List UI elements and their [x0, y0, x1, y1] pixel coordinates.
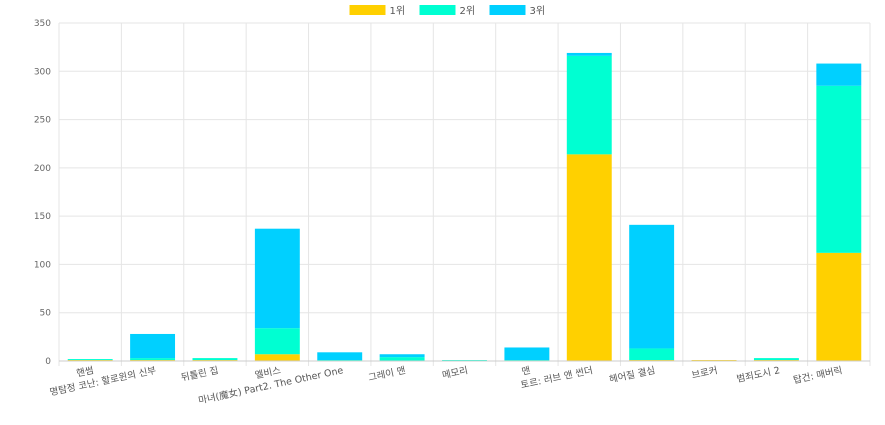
legend-swatch[interactable] [349, 5, 386, 15]
y-tick-label: 300 [34, 67, 51, 77]
x-tick-label: 헤어질 결심 [608, 364, 656, 385]
x-tick-label: 브로커 [691, 365, 719, 381]
bars [67, 52, 862, 361]
y-tick-label: 250 [34, 116, 51, 126]
bar-segment[interactable] [254, 354, 300, 361]
legend-swatch[interactable] [489, 5, 526, 15]
y-tick-label: 50 [40, 309, 52, 319]
bar-segment[interactable] [192, 358, 238, 361]
bar-segment[interactable] [379, 354, 425, 358]
bar-segment[interactable] [629, 348, 675, 361]
x-tick-label: 명탐정 코난: 할로윈의 신부 [49, 364, 158, 398]
bar-segment[interactable] [566, 154, 612, 361]
bar-segment[interactable] [566, 52, 612, 56]
bar-segment[interactable] [753, 358, 799, 361]
bar-segment[interactable] [254, 228, 300, 329]
x-tick-label: 토르: 러브 앤 썬더 [520, 365, 594, 391]
y-tick-label: 150 [34, 212, 51, 222]
x-tick-label: 메모리 [441, 365, 469, 381]
bar-segment[interactable] [816, 63, 862, 86]
bar-segment[interactable] [379, 357, 425, 361]
bar-segment[interactable] [130, 358, 176, 361]
bar-segment[interactable] [566, 55, 612, 155]
x-tick-label: 핸썸 [75, 364, 95, 379]
x-tick-label: 엘비스 [254, 365, 282, 381]
x-tick-label: 그레이 맨 [367, 365, 406, 384]
x-tick-label: 뒤틀린 집 [180, 364, 220, 384]
grid-lines [58, 22, 871, 366]
y-tick-label: 0 [45, 357, 51, 367]
bar-segment[interactable] [67, 359, 113, 361]
bar-segment[interactable] [504, 347, 550, 361]
bar-segment[interactable] [629, 224, 675, 349]
bar-segment[interactable] [816, 252, 862, 361]
y-axis: 0 50 100 150 200 250 300 350 [34, 19, 51, 367]
legend-label[interactable]: 3위 [530, 4, 546, 17]
y-tick-label: 100 [34, 260, 51, 270]
bar-segment[interactable] [816, 85, 862, 253]
bar-segment[interactable] [317, 352, 363, 361]
legend[interactable]: 1위 2위 3위 [349, 4, 546, 17]
y-tick-label: 200 [34, 164, 51, 174]
legend-label[interactable]: 1위 [390, 4, 406, 17]
x-tick-label: 범죄도시 2 [736, 365, 781, 385]
x-tick-label: 맨 [521, 365, 532, 378]
bar-segment[interactable] [130, 333, 176, 359]
x-tick-label: 탑건: 매버릭 [792, 364, 843, 386]
legend-label[interactable]: 2위 [460, 4, 476, 17]
y-tick-label: 350 [34, 19, 51, 29]
legend-swatch[interactable] [419, 5, 456, 15]
bar-segment[interactable] [254, 328, 300, 355]
